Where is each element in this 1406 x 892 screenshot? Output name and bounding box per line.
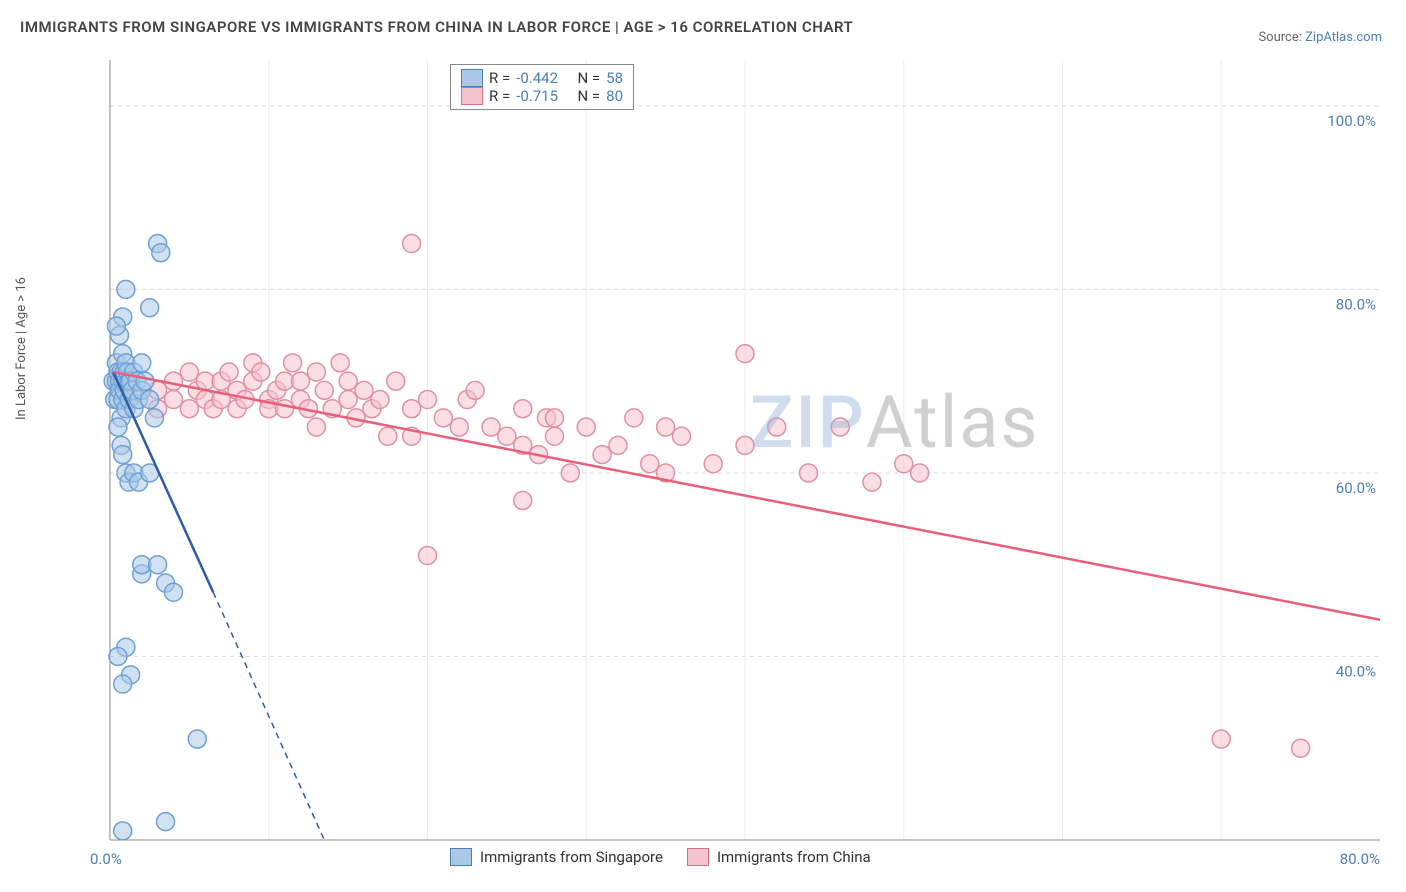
n-value: 58 — [606, 69, 623, 87]
n-label: N = — [577, 87, 600, 105]
r-value: -0.442 — [516, 69, 558, 87]
swatch-icon — [450, 848, 472, 866]
y-axis-label: In Labor Force | Age > 16 — [14, 277, 29, 420]
source-attribution: Source: ZipAtlas.com — [1258, 30, 1382, 45]
series-legend: Immigrants from Singapore Immigrants fro… — [450, 848, 871, 866]
svg-text:0.0%: 0.0% — [90, 850, 122, 868]
svg-text:60.0%: 60.0% — [1336, 479, 1376, 497]
svg-text:80.0%: 80.0% — [1336, 295, 1376, 313]
legend-label: Immigrants from Singapore — [480, 848, 663, 866]
correlation-legend: R = -0.442 N = 58 R = -0.715 N = 80 — [450, 64, 634, 110]
swatch-icon — [687, 848, 709, 866]
source-link[interactable]: ZipAtlas.com — [1305, 30, 1382, 45]
svg-text:80.0%: 80.0% — [1340, 850, 1380, 868]
legend-label: Immigrants from China — [717, 848, 871, 866]
r-value: -0.715 — [516, 87, 558, 105]
chart-title: IMMIGRANTS FROM SINGAPORE VS IMMIGRANTS … — [20, 18, 853, 36]
legend-row: R = -0.442 N = 58 — [461, 69, 623, 87]
legend-item: Immigrants from China — [687, 848, 871, 866]
svg-text:100.0%: 100.0% — [1327, 112, 1376, 130]
legend-row: R = -0.715 N = 80 — [461, 87, 623, 105]
svg-text:40.0%: 40.0% — [1336, 662, 1376, 680]
chart-area: 40.0%60.0%80.0%100.0%0.0%80.0% ZIPAtlas … — [50, 50, 1390, 870]
r-label: R = — [489, 69, 510, 87]
swatch-icon — [461, 69, 483, 87]
legend-item: Immigrants from Singapore — [450, 848, 663, 866]
n-label: N = — [577, 69, 600, 87]
source-label: Source: — [1258, 30, 1301, 45]
swatch-icon — [461, 87, 483, 105]
scatter-chart-svg: 40.0% 60.0% 80.0% 100.0% 0.0% 80.0% — [50, 50, 1390, 870]
n-value: 80 — [606, 87, 623, 105]
r-label: R = — [489, 87, 510, 105]
